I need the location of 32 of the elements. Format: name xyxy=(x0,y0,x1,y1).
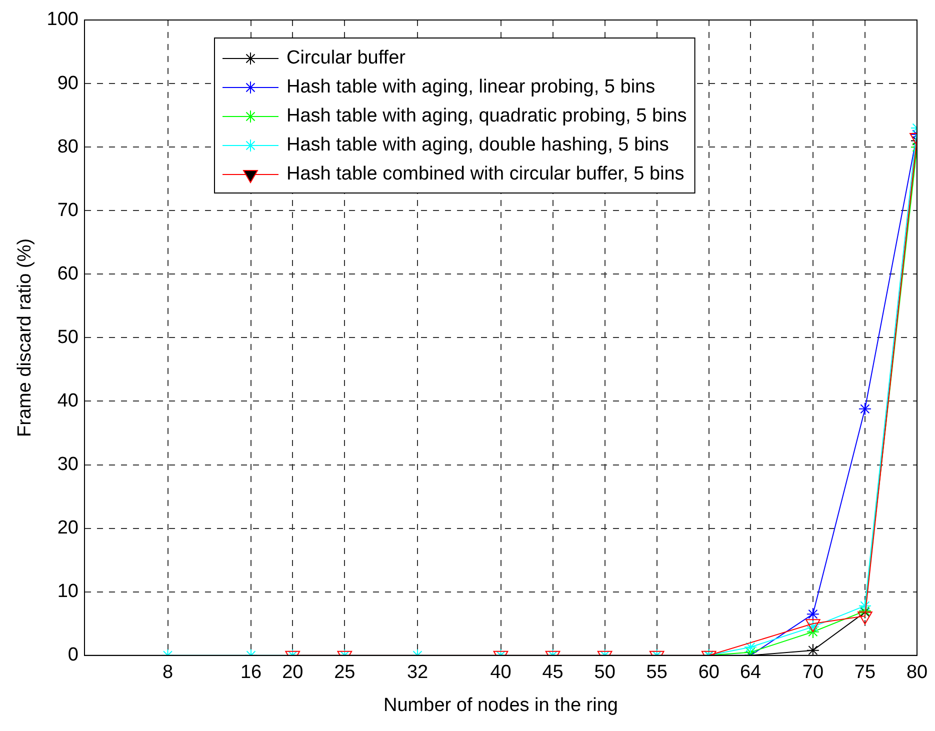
legend-label: Hash table combined with circular buffer, 5 bins xyxy=(286,164,684,185)
x-tick-label: 60 xyxy=(698,662,720,684)
legend-label: Hash table with aging, quadratic probing, 5 bins xyxy=(286,106,687,127)
y-tick-label: 0 xyxy=(68,644,78,666)
legend-label: Circular buffer xyxy=(286,48,406,69)
x-tick-label: 40 xyxy=(490,662,512,684)
y-tick-label: 60 xyxy=(57,263,78,284)
y-tick-label: 30 xyxy=(57,454,78,476)
x-tick-label: 45 xyxy=(542,662,564,684)
legend-label: Hash table with aging, linear probing, 5 bins xyxy=(286,76,656,98)
x-tick-label: 75 xyxy=(854,662,876,684)
y-tick-label: 20 xyxy=(57,518,78,539)
x-tick-label: 8 xyxy=(162,662,174,684)
y-tick-label: 90 xyxy=(57,72,78,94)
x-tick-label: 80 xyxy=(906,662,928,684)
x-tick-label: 64 xyxy=(740,662,762,684)
legend-label: Hash table with aging, double hashing, 5 bins xyxy=(286,134,669,156)
y-tick-label: 80 xyxy=(57,136,78,158)
x-tick-label: 25 xyxy=(334,662,356,684)
x-tick-label: 32 xyxy=(406,662,428,684)
y-tick-label: 100 xyxy=(46,9,78,30)
y-tick-label: 10 xyxy=(57,581,78,602)
y-tick-label: 40 xyxy=(57,390,78,412)
y-axis-title: Frame discard ratio (%) xyxy=(14,238,36,437)
x-tick-label: 55 xyxy=(646,662,668,684)
x-axis-title: Number of nodes in the ring xyxy=(384,694,618,716)
x-tick-label: 16 xyxy=(240,662,262,684)
x-tick-label: 20 xyxy=(282,662,304,684)
y-tick-label: 50 xyxy=(57,326,78,348)
x-tick-label: 50 xyxy=(594,662,616,684)
y-tick-label: 70 xyxy=(57,200,78,221)
x-tick-label: 70 xyxy=(802,662,824,684)
